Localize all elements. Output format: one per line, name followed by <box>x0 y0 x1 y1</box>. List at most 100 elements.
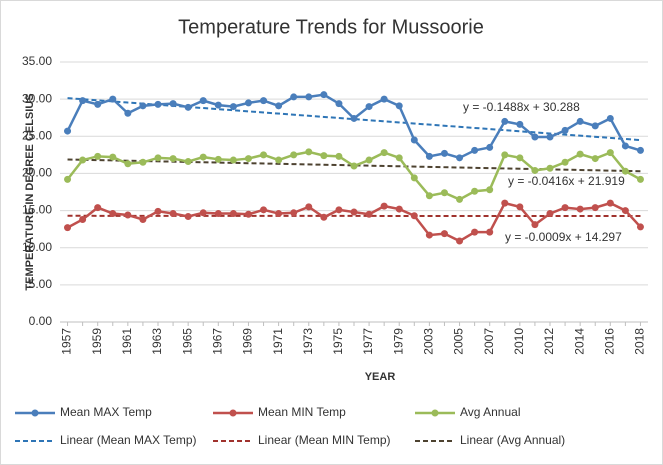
point <box>486 143 494 151</box>
point <box>561 158 569 166</box>
x-tick-label: 2014 <box>572 328 586 355</box>
point <box>244 155 252 163</box>
x-tick-label: 2010 <box>512 328 526 355</box>
point <box>395 102 403 110</box>
point <box>546 164 554 172</box>
x-tick-label: 1965 <box>180 328 194 355</box>
legend-marker <box>229 409 237 417</box>
point <box>229 103 237 111</box>
legend-label: Linear (Avg Annual) <box>460 433 565 447</box>
x-tick-label: 2003 <box>422 328 436 355</box>
point <box>154 207 162 215</box>
point <box>350 162 358 170</box>
point <box>425 231 433 239</box>
y-tick-label: 20.00 <box>22 166 52 180</box>
point <box>275 102 283 110</box>
point <box>471 146 479 154</box>
point <box>456 237 464 245</box>
point <box>456 154 464 162</box>
point <box>440 189 448 197</box>
point <box>606 149 614 157</box>
point <box>591 155 599 163</box>
x-tick-label: 2012 <box>542 328 556 355</box>
point <box>199 209 207 217</box>
point <box>79 156 87 164</box>
x-tick-label: 1979 <box>391 328 405 355</box>
point <box>184 213 192 221</box>
point <box>350 114 358 122</box>
point <box>169 210 177 218</box>
point <box>79 215 87 223</box>
point <box>350 208 358 216</box>
point <box>486 186 494 194</box>
point <box>516 154 524 162</box>
x-tick-label: 1967 <box>210 328 224 355</box>
point <box>576 150 584 158</box>
point <box>275 156 283 164</box>
point <box>244 99 252 107</box>
trendline-equation: y = -0.1488x + 30.288 <box>463 100 580 114</box>
point <box>169 100 177 108</box>
point <box>320 213 328 221</box>
point <box>471 228 479 236</box>
point <box>335 100 343 108</box>
y-tick-label: 35.00 <box>22 54 52 68</box>
point <box>516 120 524 128</box>
point <box>516 203 524 211</box>
point <box>184 103 192 111</box>
x-tick-label: 1971 <box>271 328 285 355</box>
point <box>214 210 222 218</box>
legend-label: Linear (Mean MIN Temp) <box>258 433 391 447</box>
point <box>425 152 433 160</box>
point <box>486 228 494 236</box>
point <box>365 156 373 164</box>
x-tick-label: 1975 <box>331 328 345 355</box>
legend-label: Linear (Mean MAX Temp) <box>60 433 197 447</box>
point <box>395 205 403 213</box>
point <box>621 207 629 215</box>
x-tick-label: 1969 <box>241 328 255 355</box>
x-tick-label: 1973 <box>301 328 315 355</box>
x-tick-label: 2016 <box>602 328 616 355</box>
point <box>275 210 283 218</box>
point <box>320 91 328 99</box>
point <box>440 149 448 157</box>
point <box>365 103 373 111</box>
legend-marker <box>31 409 39 417</box>
x-tick-label: 2005 <box>452 328 466 355</box>
x-tick-label: 1961 <box>120 328 134 355</box>
point <box>214 155 222 163</box>
point <box>124 211 132 219</box>
point <box>169 155 177 163</box>
point <box>94 100 102 108</box>
point <box>546 133 554 141</box>
point <box>636 223 644 231</box>
point <box>425 192 433 200</box>
point <box>546 210 554 218</box>
point <box>290 151 298 159</box>
legend-label: Avg Annual <box>460 405 521 419</box>
point <box>440 230 448 238</box>
point <box>531 166 539 174</box>
point <box>139 158 147 166</box>
point <box>501 117 509 125</box>
point <box>214 101 222 109</box>
point <box>290 209 298 217</box>
point <box>199 97 207 105</box>
point <box>621 142 629 150</box>
point <box>64 224 72 232</box>
point <box>501 151 509 159</box>
point <box>456 195 464 203</box>
point <box>184 158 192 166</box>
point <box>64 175 72 183</box>
point <box>380 202 388 210</box>
x-axis-label: YEAR <box>365 371 396 383</box>
point <box>199 153 207 161</box>
point <box>365 210 373 218</box>
point <box>229 210 237 218</box>
trendline-equation: y = -0.0416x + 21.919 <box>508 174 625 188</box>
point <box>395 154 403 162</box>
x-tick-label: 1957 <box>60 328 74 355</box>
point <box>591 204 599 212</box>
